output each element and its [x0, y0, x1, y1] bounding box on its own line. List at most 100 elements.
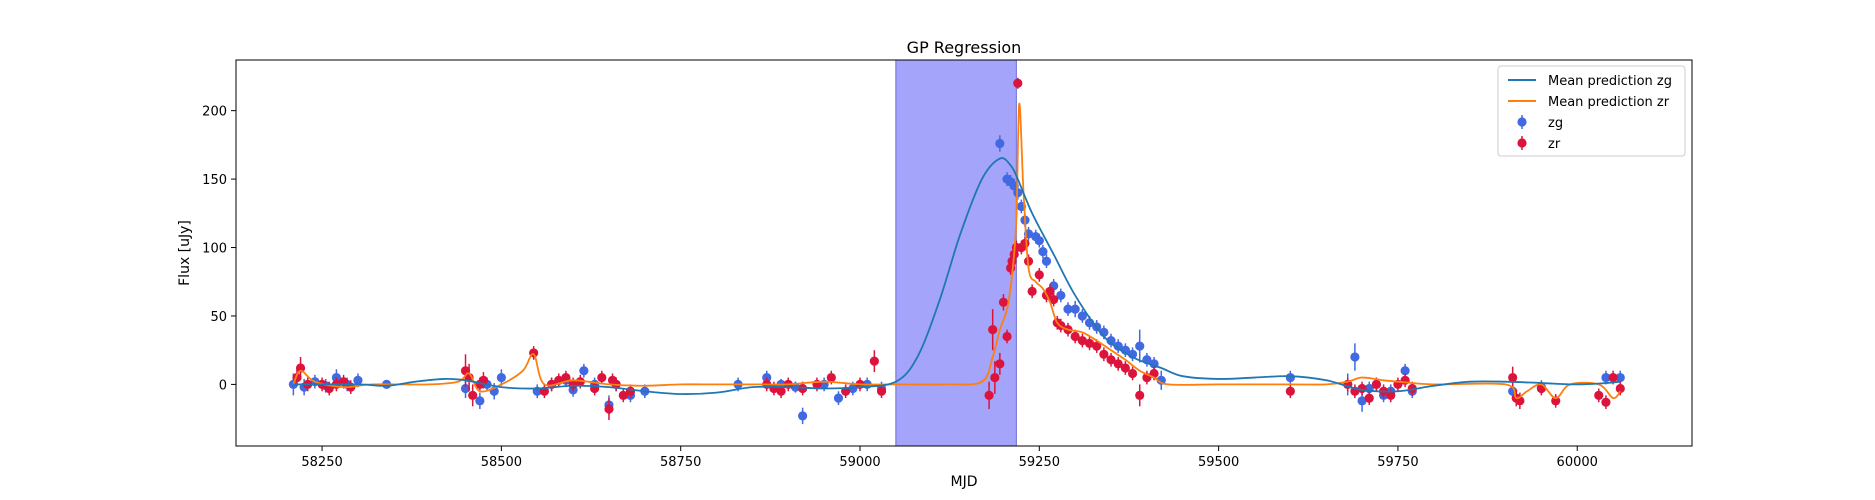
zr-point: [1049, 294, 1059, 305]
zg-point: [1034, 236, 1044, 246]
zr-point: [1070, 331, 1080, 342]
y-tick-label: 200: [202, 105, 227, 120]
zr-point: [597, 372, 607, 383]
plot-area: [288, 60, 1625, 446]
y-tick-label: 100: [202, 242, 227, 257]
zr-point: [990, 372, 1000, 383]
zg-point: [496, 372, 506, 383]
zr-point: [1092, 341, 1102, 351]
zr-point: [1594, 390, 1604, 400]
zg-point: [1038, 247, 1048, 257]
zr-point: [1407, 383, 1417, 394]
zg-point: [1400, 366, 1410, 376]
zg-point: [1113, 341, 1123, 351]
x-tick-label: 59500: [1198, 455, 1239, 470]
zr-mean-prediction-line: [292, 102, 1621, 400]
legend-label: Mean prediction zg: [1548, 74, 1672, 89]
zr-point: [1551, 396, 1561, 406]
legend-item-zr: zr: [1517, 136, 1561, 152]
zr-point: [1386, 390, 1396, 400]
zr-point: [1135, 390, 1145, 400]
zr-point: [1077, 336, 1087, 346]
zr-point: [998, 297, 1009, 307]
zr-point: [988, 325, 998, 335]
shaded-region: [895, 60, 1017, 446]
x-tick-label: 59750: [1377, 455, 1418, 470]
zr-point: [869, 356, 879, 366]
zr-point: [1364, 393, 1374, 403]
zg-point: [1056, 290, 1066, 301]
zg-point: [995, 138, 1005, 149]
zg-point: [1135, 341, 1145, 351]
zg-point: [475, 396, 485, 406]
zr-point: [468, 390, 478, 400]
legend-marker-swatch: [1517, 138, 1527, 148]
legend-item-zg: zg: [1517, 115, 1563, 131]
zr-point: [776, 386, 786, 396]
x-tick-label: 59000: [839, 455, 880, 470]
zr-point: [1608, 372, 1618, 383]
legend: Mean prediction zg Mean prediction zr zg zr: [1497, 65, 1686, 157]
zr-point: [1615, 383, 1625, 394]
zg-point: [1070, 304, 1080, 314]
zr-point: [826, 372, 836, 383]
zg-point: [579, 366, 589, 376]
zr-point: [995, 359, 1005, 369]
zg-point: [1063, 304, 1073, 314]
x-tick-label: 58750: [660, 455, 701, 470]
legend-label: zg: [1548, 116, 1563, 131]
zg-point: [798, 411, 808, 421]
zr-point: [1045, 286, 1055, 296]
zr-point: [1084, 338, 1095, 348]
zg-point: [353, 375, 363, 385]
legend-item-zg-line: Mean prediction zg: [1508, 74, 1672, 89]
x-tick-label: 59250: [1019, 455, 1060, 470]
x-axis-label: MJD: [951, 474, 978, 490]
zr-point: [1601, 397, 1611, 407]
zr-point: [561, 372, 571, 383]
zg-point: [1357, 396, 1367, 406]
zg-point: [1106, 336, 1116, 346]
zr-point: [1013, 78, 1023, 88]
zg-point: [288, 379, 298, 390]
axes: 58250 58500 58750 59000 59250 59500 59750 60000…: [202, 105, 1598, 470]
zr-point: [1508, 372, 1518, 383]
zr-point: [1285, 386, 1295, 396]
zr-point: [618, 390, 628, 400]
zr-point: [876, 386, 887, 396]
zr-point: [984, 390, 994, 400]
zg-mean-prediction-line: [293, 157, 1621, 395]
legend-marker-swatch: [1517, 117, 1527, 127]
y-tick-label: 50: [210, 310, 227, 325]
zr-point: [604, 404, 614, 414]
zg-point: [1350, 352, 1360, 362]
zr-point: [625, 386, 636, 396]
zg-point: [460, 383, 471, 394]
zg-point: [833, 393, 844, 403]
zr-point: [1127, 368, 1138, 379]
plot-frame: [235, 59, 1693, 447]
zr-point: [1027, 286, 1037, 296]
zr-point: [1099, 349, 1109, 359]
zr-point: [575, 377, 585, 387]
zr-point: [1120, 363, 1130, 373]
zg-point: [1041, 256, 1052, 266]
chart-title: GP Regression: [907, 38, 1022, 57]
zr-point: [1371, 379, 1382, 390]
zg-point: [1285, 372, 1295, 383]
zg-point: [1077, 311, 1087, 321]
legend-box: [1497, 65, 1686, 157]
zr-point: [1002, 331, 1012, 342]
zr-point: [1113, 359, 1123, 369]
legend-label: zr: [1548, 137, 1561, 152]
legend-item-zr-line: Mean prediction zr: [1508, 95, 1670, 110]
y-axis-label: Flux [uJy]: [177, 220, 193, 286]
zg-point: [1615, 372, 1625, 383]
zr-point: [295, 363, 306, 373]
zr-point: [1020, 238, 1030, 249]
y-tick-label: 150: [202, 173, 227, 188]
y-tick-label: 0: [219, 378, 227, 393]
zr-point: [1034, 270, 1044, 280]
x-tick-label: 60000: [1557, 455, 1598, 470]
